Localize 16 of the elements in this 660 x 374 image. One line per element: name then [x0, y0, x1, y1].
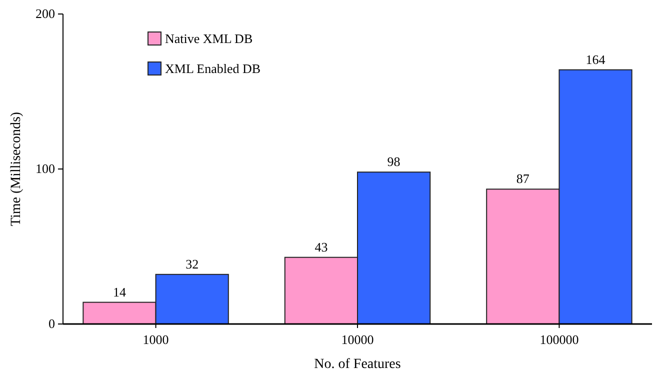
- legend-label: XML Enabled DB: [165, 61, 261, 76]
- y-tick-label: 100: [36, 161, 55, 176]
- data-label: 87: [516, 171, 530, 186]
- y-axis-title: Time (Milliseconds): [9, 112, 24, 226]
- data-label: 164: [586, 52, 606, 67]
- y-tick-label: 0: [48, 316, 55, 331]
- data-label: 43: [314, 239, 328, 254]
- legend-label: Native XML DB: [165, 31, 253, 46]
- data-label: 32: [186, 256, 199, 272]
- data-label: 98: [387, 154, 400, 170]
- x-tick-label: 100000: [540, 332, 579, 347]
- x-tick-label: 10000: [341, 332, 374, 347]
- x-tick-label: 1000: [142, 332, 169, 347]
- data-label: 14: [112, 284, 126, 300]
- x-axis-title: No. of Features: [314, 357, 401, 372]
- y-tick-label: 200: [36, 6, 55, 21]
